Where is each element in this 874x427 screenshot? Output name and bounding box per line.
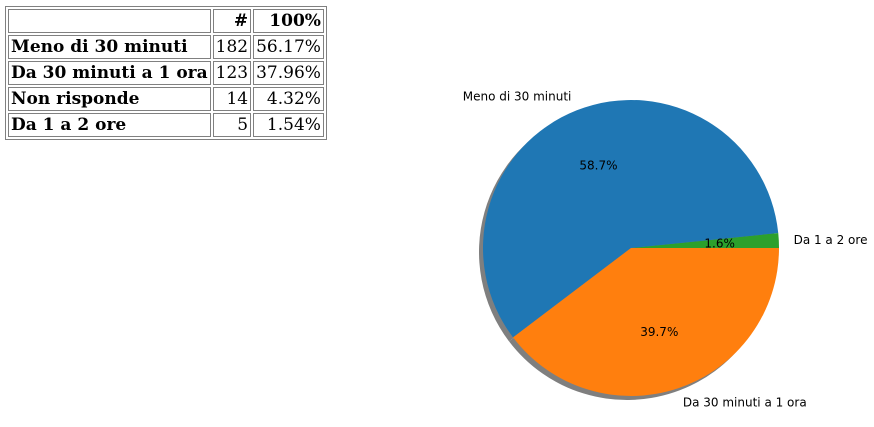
table-row: Meno di 30 minuti 182 56.17% xyxy=(8,35,324,59)
pie-category-label: Meno di 30 minuti xyxy=(463,90,572,104)
pie-category-label: Da 1 a 2 ore xyxy=(794,233,868,247)
stats-table: # 100% Meno di 30 minuti 182 56.17% Da 3… xyxy=(5,6,327,140)
row-label: Meno di 30 minuti xyxy=(8,35,211,59)
row-count: 123 xyxy=(212,61,252,85)
row-percent: 1.54% xyxy=(253,113,324,137)
pie-percent-label: 39.7% xyxy=(640,325,678,339)
pie-percent-label: 1.6% xyxy=(704,237,735,251)
table-header-cell xyxy=(8,9,211,33)
pie-slice-da-30-minuti-a-1-ora xyxy=(513,248,779,396)
pie-category-label: Da 30 minuti a 1 ora xyxy=(683,395,807,409)
table-header-cell: # xyxy=(212,9,252,33)
table-row: Non risponde 14 4.32% xyxy=(8,87,324,111)
row-label: Da 1 a 2 ore xyxy=(8,113,211,137)
row-count: 182 xyxy=(212,35,252,59)
row-count: 14 xyxy=(212,87,252,111)
table-row: Da 30 minuti a 1 ora 123 37.96% xyxy=(8,61,324,85)
pie-percent-label: 58.7% xyxy=(579,158,617,172)
table-header-row: # 100% xyxy=(8,9,324,33)
row-percent: 37.96% xyxy=(253,61,324,85)
table-header-cell: 100% xyxy=(253,9,324,33)
row-count: 5 xyxy=(212,113,252,137)
row-percent: 56.17% xyxy=(253,35,324,59)
pie-slice-da-1-a-2-ore xyxy=(631,233,779,248)
row-label: Non risponde xyxy=(8,87,211,111)
row-percent: 4.32% xyxy=(253,87,324,111)
row-label: Da 30 minuti a 1 ora xyxy=(8,61,211,85)
table-row: Da 1 a 2 ore 5 1.54% xyxy=(8,113,324,137)
pie-slice-meno-di-30-minuti xyxy=(483,99,779,338)
